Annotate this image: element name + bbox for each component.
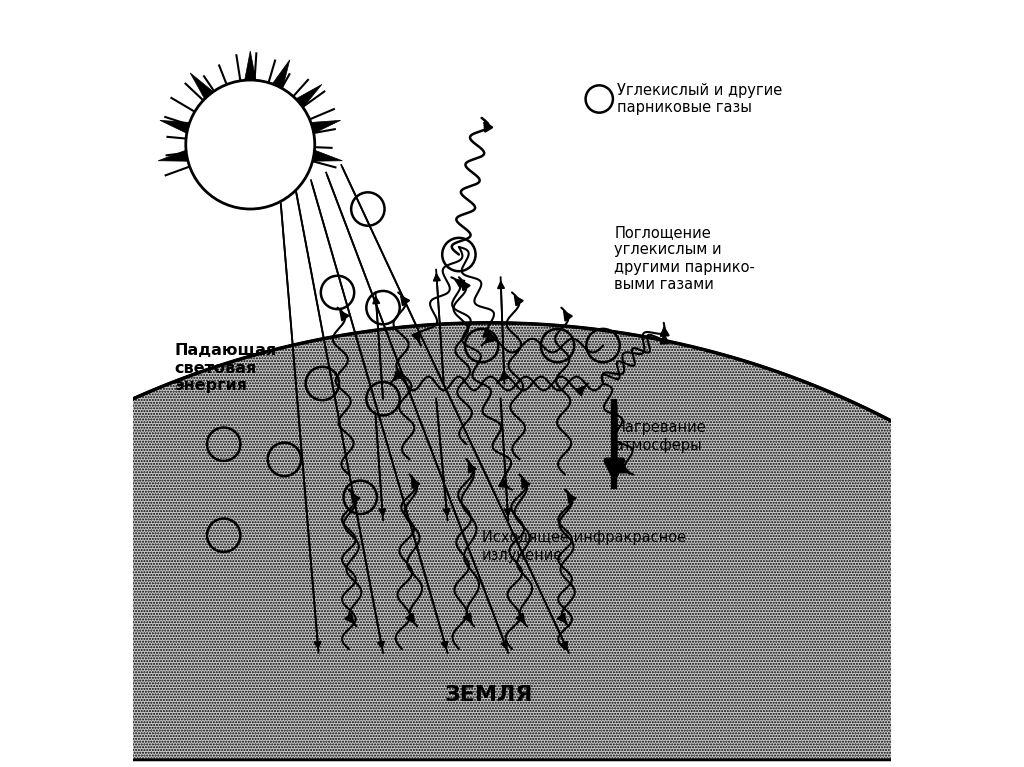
Text: Углекислый и другие
парниковые газы: Углекислый и другие парниковые газы bbox=[616, 83, 782, 115]
Text: Исходящее инфракрасное
излучение: Исходящее инфракрасное излучение bbox=[481, 531, 686, 563]
Text: ЗЕМЛЯ: ЗЕМЛЯ bbox=[445, 685, 534, 705]
Text: Падающая
световая
энергия: Падающая световая энергия bbox=[174, 344, 276, 393]
Polygon shape bbox=[158, 150, 188, 161]
Text: Поглощение
углекислым и
другими парнико-
выми газами: Поглощение углекислым и другими парнико-… bbox=[614, 225, 756, 292]
Polygon shape bbox=[296, 84, 322, 107]
Polygon shape bbox=[311, 120, 341, 133]
Circle shape bbox=[187, 81, 313, 208]
Polygon shape bbox=[312, 150, 342, 161]
Polygon shape bbox=[245, 51, 256, 81]
Polygon shape bbox=[190, 73, 213, 99]
Text: Нагревание
атмосферы: Нагревание атмосферы bbox=[614, 420, 707, 453]
Polygon shape bbox=[272, 60, 290, 89]
Polygon shape bbox=[160, 120, 189, 133]
Polygon shape bbox=[0, 323, 1024, 760]
